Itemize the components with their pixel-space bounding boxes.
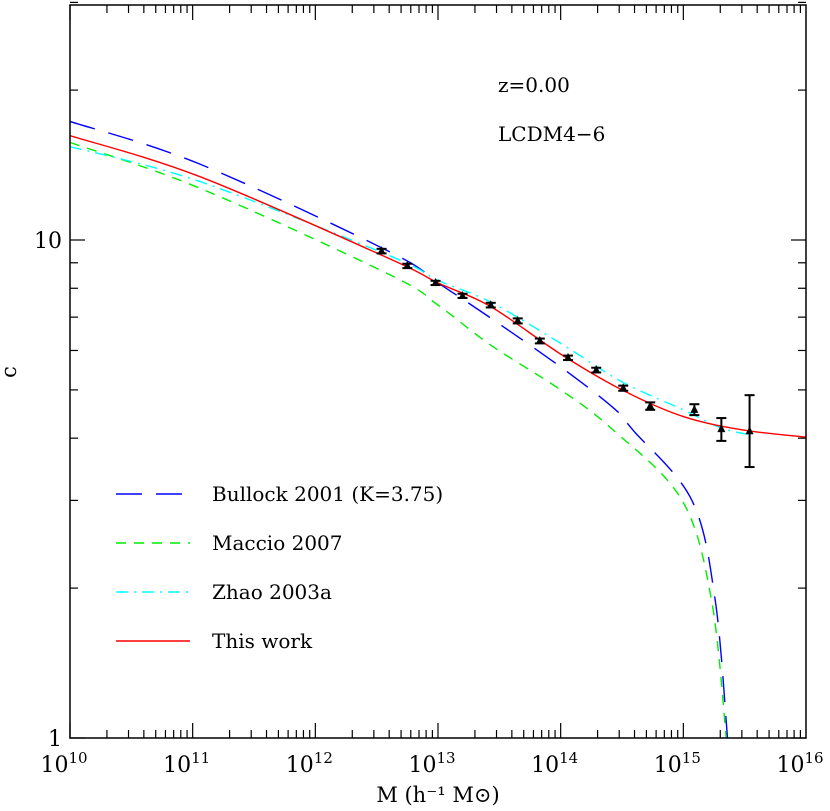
data-point (457, 290, 468, 299)
x-axis-label: M (h⁻¹ M⊙) (376, 783, 499, 807)
data-point (744, 394, 755, 469)
series-line-bullock-2001-k-3-75- (70, 120, 729, 738)
x-tick-label: 1014 (531, 749, 578, 778)
y-axis-label: c (0, 366, 21, 378)
series-curves (70, 120, 806, 738)
triangle-marker (592, 365, 601, 374)
y-tick-labels: 1 10 (34, 229, 62, 752)
axis-ticks (69, 1, 806, 739)
data-point (716, 417, 727, 442)
data-point (534, 335, 545, 345)
x-tick-label: 1015 (654, 749, 701, 778)
legend-label: This work (212, 629, 313, 653)
x-tick-label: 1016 (776, 749, 823, 778)
data-point (376, 246, 387, 255)
triangle-marker (486, 300, 495, 309)
triangle-marker (535, 335, 544, 344)
x-tick-label: 1011 (163, 749, 210, 778)
data-point (430, 277, 441, 287)
triangle-marker (646, 401, 655, 410)
data-point (563, 352, 574, 362)
legend-item: This work (116, 629, 313, 653)
x-tick-label: 1010 (40, 749, 87, 778)
legend-label: Zhao 2003a (212, 580, 332, 604)
legend-item: Bullock 2001 (K=3.75) (116, 482, 443, 506)
y-tick-label: 1 (48, 727, 62, 752)
triangle-marker (619, 383, 628, 392)
triangle-marker (745, 426, 754, 435)
legend-label: Maccio 2007 (212, 531, 343, 555)
annotation-model: LCDM4−6 (498, 122, 605, 146)
legend: Bullock 2001 (K=3.75) Maccio 2007 Zhao 200… (116, 482, 443, 653)
triangle-marker (431, 277, 440, 286)
triangle-marker (690, 404, 699, 413)
plot-frame (69, 4, 807, 739)
legend-item: Zhao 2003a (116, 580, 332, 604)
y-tick-label: 10 (34, 229, 62, 254)
data-point (591, 365, 602, 374)
x-tick-label: 1012 (286, 749, 333, 778)
x-tick-label: 1013 (408, 749, 455, 778)
annotation-redshift: z=0.00 (498, 73, 570, 97)
data-point (402, 260, 413, 270)
data-point (689, 403, 700, 417)
data-points (376, 246, 755, 469)
legend-label: Bullock 2001 (K=3.75) (212, 482, 443, 506)
triangle-marker (377, 246, 386, 255)
x-tick-labels: 1010 1011 1012 1013 1014 1015 1016 (40, 749, 823, 778)
triangle-marker (564, 352, 573, 361)
data-point (485, 300, 496, 309)
triangle-marker (513, 315, 522, 324)
data-point (645, 401, 656, 411)
series-line-maccio-2007 (70, 141, 727, 738)
data-point (512, 315, 523, 325)
data-point (618, 383, 629, 392)
triangle-marker (717, 424, 726, 433)
legend-item: Maccio 2007 (116, 531, 343, 555)
triangle-marker (403, 260, 412, 269)
series-line-zhao-2003a (70, 145, 751, 436)
triangle-marker (458, 290, 467, 299)
